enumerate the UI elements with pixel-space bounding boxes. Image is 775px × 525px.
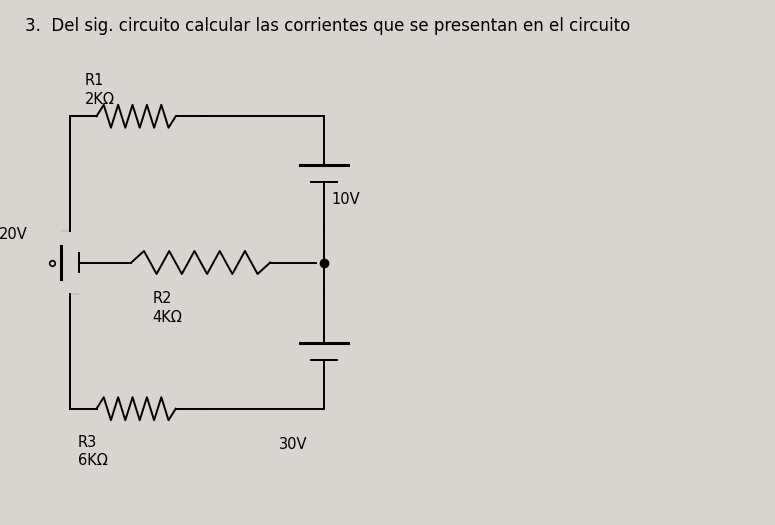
Text: 2KΩ: 2KΩ	[85, 92, 115, 107]
Text: 3.  Del sig. circuito calcular las corrientes que se presentan en el circuito: 3. Del sig. circuito calcular las corrie…	[26, 17, 631, 35]
Text: R2: R2	[152, 291, 172, 306]
Text: 6KΩ: 6KΩ	[78, 453, 108, 468]
Text: 4KΩ: 4KΩ	[152, 310, 182, 324]
Text: 30V: 30V	[279, 437, 308, 453]
Text: 10V: 10V	[332, 192, 360, 207]
Text: R1: R1	[85, 72, 105, 88]
Text: R3: R3	[78, 435, 97, 450]
Text: 20V: 20V	[0, 227, 28, 242]
